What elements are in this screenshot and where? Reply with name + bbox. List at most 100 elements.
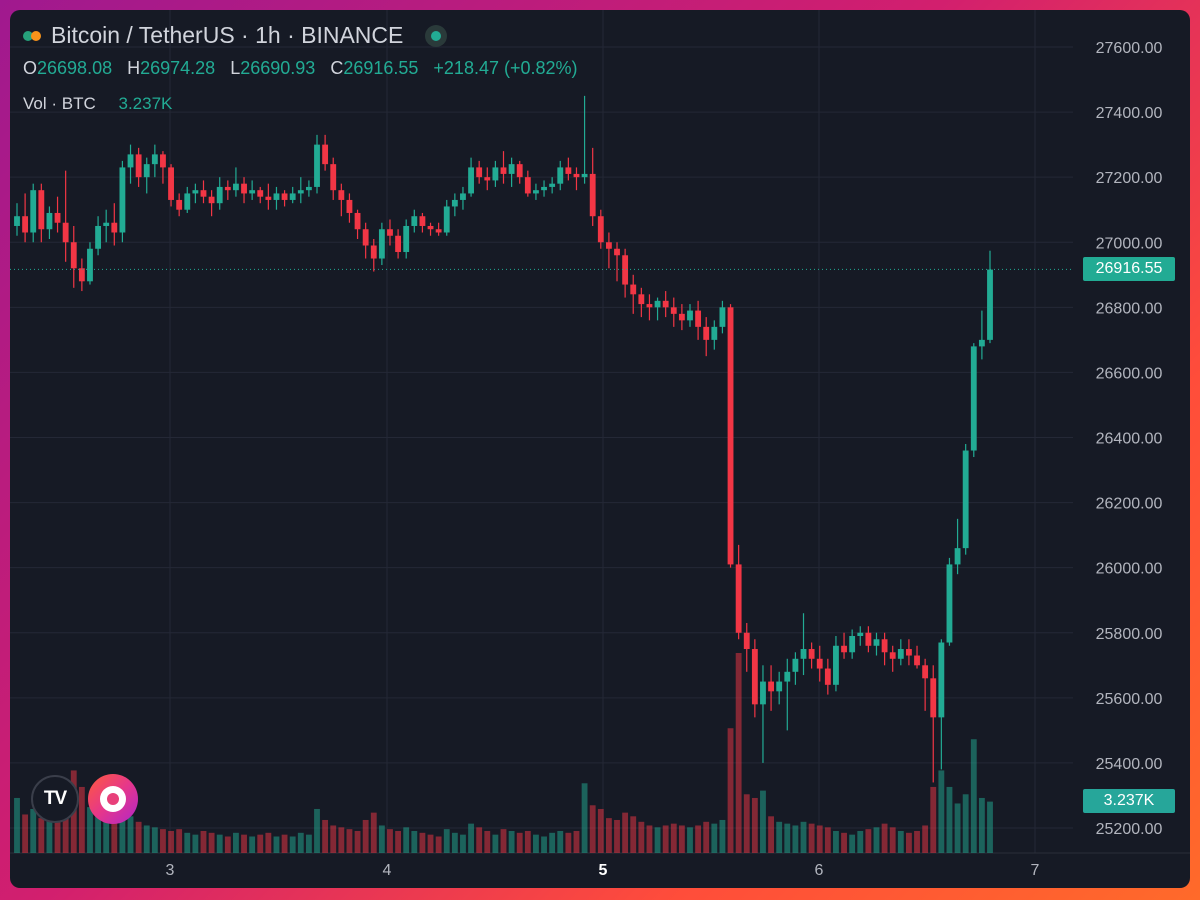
candle-body	[192, 190, 199, 194]
candle-body	[281, 193, 288, 200]
volume-bar	[549, 832, 556, 853]
x-tick-label: 4	[383, 862, 392, 879]
market-status-icon[interactable]	[425, 24, 448, 47]
low-label: L	[230, 58, 241, 78]
volume-bar	[897, 830, 904, 853]
volume-bar	[135, 821, 142, 853]
volume-bar	[695, 825, 702, 853]
candle-body	[208, 196, 215, 204]
candle-body	[614, 248, 620, 256]
volume-bar	[824, 827, 831, 853]
candle-body	[792, 658, 799, 672]
volume-bar	[257, 834, 264, 853]
volume-bar	[346, 829, 353, 853]
volume-bar	[792, 825, 799, 853]
volume-bar	[938, 770, 945, 853]
candle-body	[362, 229, 369, 246]
y-tick-label: 27400.00	[1096, 105, 1163, 122]
symbol-title-row[interactable]: Bitcoin / TetherUS · 1h · BINANCE	[23, 22, 448, 49]
volume-bar	[735, 653, 742, 853]
candle-body	[849, 636, 856, 653]
y-tick-label: 27000.00	[1096, 235, 1163, 252]
candle-body	[70, 242, 77, 269]
volume-bar	[451, 832, 458, 853]
volume-bar	[322, 819, 329, 853]
candle-body	[184, 193, 191, 210]
candle-body	[703, 326, 710, 340]
volume-bar	[930, 786, 937, 853]
candle-body	[233, 183, 239, 191]
volume-bar	[614, 819, 620, 853]
y-tick-label: 26600.00	[1096, 365, 1163, 382]
candle-body	[727, 307, 734, 565]
candle-body	[905, 649, 912, 656]
volume-bar	[281, 834, 288, 853]
candle-body	[127, 154, 134, 168]
candle-body	[14, 216, 20, 226]
candle-body	[468, 167, 474, 194]
candle-body	[451, 199, 458, 207]
y-tick-label: 26000.00	[1096, 561, 1163, 578]
candle-body	[678, 313, 685, 321]
candle-body	[573, 173, 580, 178]
candle-body	[654, 300, 661, 308]
volume-bar	[954, 803, 961, 853]
volume-bar	[905, 832, 912, 853]
volume-bar	[492, 834, 499, 853]
volume-bar	[127, 816, 134, 853]
candle-body	[143, 164, 150, 178]
volume-bar	[605, 818, 612, 853]
symbol-title[interactable]: Bitcoin / TetherUS · 1h · BINANCE	[51, 22, 404, 48]
candle-body	[760, 681, 766, 705]
candle-body	[889, 652, 896, 659]
volume-bar	[111, 819, 118, 853]
candle-body	[500, 167, 507, 174]
volume-bar	[362, 819, 369, 853]
candle-body	[954, 548, 961, 565]
candle-body	[168, 167, 174, 200]
volume-bar	[946, 786, 953, 853]
candle-body	[330, 164, 337, 191]
candle-body	[922, 665, 929, 679]
volume-bar	[589, 805, 596, 853]
volume-bar	[46, 805, 53, 853]
volume-bar	[233, 832, 239, 853]
volume-bar	[719, 819, 726, 853]
candle-body	[962, 450, 969, 549]
candle-body	[249, 190, 256, 194]
high-label: H	[127, 58, 141, 78]
candle-body	[605, 242, 612, 249]
volume-bar	[687, 827, 693, 853]
x-tick-label: 7	[1031, 862, 1040, 879]
candle-body	[873, 639, 880, 646]
app-logo-icon[interactable]	[88, 774, 138, 824]
chart-window[interactable]: 3 4 5 6 7 27600.00 27400.00 27200.00 27000.00 268…	[10, 10, 1190, 888]
volume-bar	[484, 830, 491, 853]
y-tick-label: 25800.00	[1096, 626, 1163, 643]
volume-bar	[970, 739, 977, 853]
candle-body	[443, 206, 450, 233]
candle-body	[95, 225, 102, 249]
last-volume-badge: 3.237K	[1083, 789, 1175, 813]
change-value: +218.47 (+0.82%)	[433, 58, 578, 78]
volume-bar	[200, 830, 207, 853]
volume-bar	[881, 823, 888, 853]
candle-body	[597, 216, 604, 243]
candle-body	[484, 177, 491, 181]
volume-bar	[305, 834, 312, 853]
candle-body	[638, 294, 645, 305]
volume-bar	[541, 836, 547, 853]
candlestick-chart[interactable]: 3 4 5 6 7 27600.00 27400.00 27200.00 27000.00 268…	[10, 10, 1190, 888]
candle-body	[135, 154, 142, 178]
candle-body	[897, 649, 904, 659]
candle-body	[938, 642, 945, 718]
volume-bar	[978, 797, 985, 853]
tradingview-logo[interactable]: TV	[31, 775, 79, 823]
volume-bar	[249, 836, 256, 853]
volume-bar	[14, 797, 20, 853]
volume-bar	[638, 821, 645, 853]
volume-bar	[151, 827, 158, 853]
volume-bar	[419, 832, 426, 853]
candle-body	[265, 196, 272, 200]
candle-body	[427, 225, 434, 230]
